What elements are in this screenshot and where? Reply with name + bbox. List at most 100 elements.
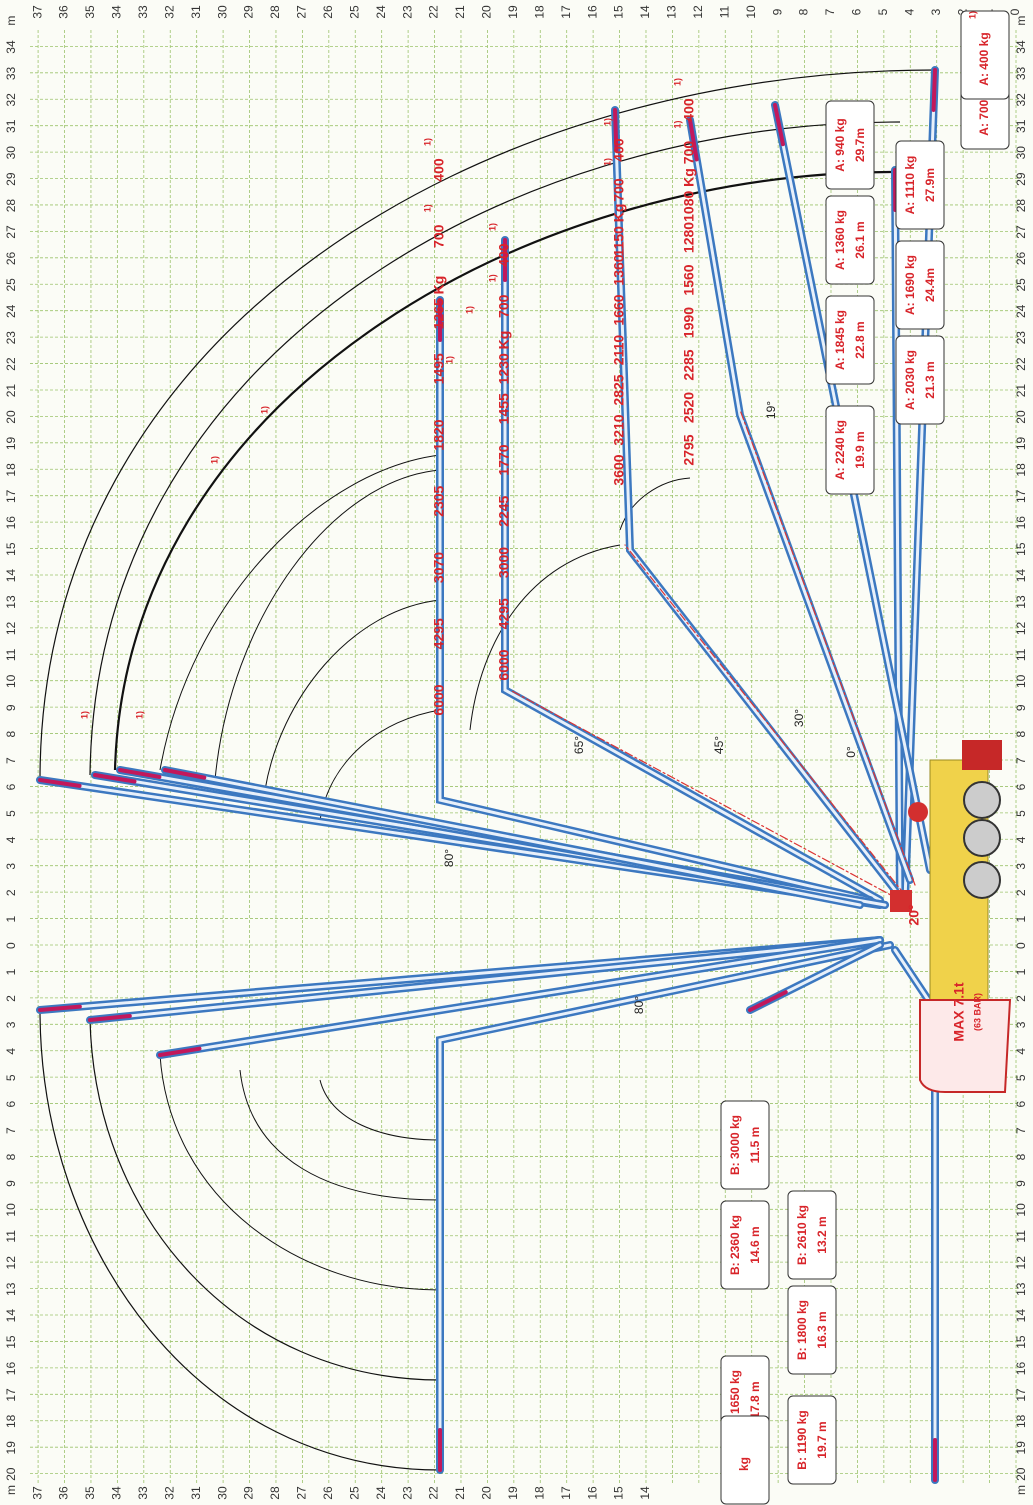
- load-value: 2520: [681, 392, 697, 423]
- footnote: 1): [672, 78, 682, 86]
- reach-tick: 12: [4, 1256, 18, 1270]
- load-value: 1660: [611, 294, 627, 325]
- reach-tick: 5: [1014, 1074, 1028, 1081]
- footnote: 1): [487, 223, 497, 231]
- reach-tick: 9: [1014, 1180, 1028, 1187]
- load-value: 2110: [611, 335, 627, 366]
- height-tick: 11: [717, 5, 731, 18]
- reach-tick: 22: [1014, 357, 1028, 371]
- height-tick: 4: [902, 8, 916, 15]
- boom-tip: [773, 103, 785, 147]
- height-tick: 8: [797, 8, 811, 15]
- load-box: [787, 1190, 837, 1280]
- height-tick: 20: [480, 5, 494, 19]
- boom-tip: [163, 768, 207, 780]
- lift-line: [624, 544, 906, 896]
- load-value: 6000: [496, 649, 512, 680]
- footnote: 1): [444, 356, 454, 364]
- box-load: A: 1690 kg: [903, 255, 917, 315]
- load-value: 2795: [681, 434, 697, 465]
- reach-tick: 33: [4, 66, 18, 80]
- load-value: 2825: [611, 374, 627, 405]
- boom-inner: [163, 768, 862, 907]
- reach-tick: 9: [4, 704, 18, 711]
- boom-inner: [503, 238, 882, 902]
- reach-tick: 28: [4, 199, 18, 213]
- height-tick: 24: [374, 1486, 388, 1500]
- load-value: 3000: [496, 547, 512, 578]
- load-value: 1495: [431, 353, 447, 384]
- reach-tick: 8: [4, 731, 18, 738]
- box-load: A: 2240 kg: [833, 420, 847, 480]
- load-box: [720, 1100, 770, 1190]
- reach-tick: 6: [1014, 783, 1028, 790]
- reach-tick: 28: [1014, 199, 1028, 213]
- box-reach: 14.6 m: [748, 1226, 762, 1263]
- reach-tick: 2: [1014, 995, 1028, 1002]
- height-tick: 21: [453, 1486, 467, 1500]
- reach-tick: 29: [4, 172, 18, 186]
- grid: [30, 30, 1020, 1485]
- load-box: [960, 10, 1010, 100]
- height-tick: 19: [506, 1486, 520, 1500]
- box-reach: 24.4m: [923, 268, 937, 302]
- reach-tick: 9: [4, 1180, 18, 1187]
- load-box: [825, 405, 875, 495]
- max-load: MAX 7.1t: [951, 982, 967, 1041]
- reach-tick: 14: [1014, 569, 1028, 583]
- box-load: B: 1190 kg: [795, 1410, 809, 1469]
- box-load: A: 1110 kg: [903, 156, 917, 215]
- reach-tick: 27: [1014, 225, 1028, 239]
- height-tick: 9: [770, 8, 784, 15]
- reach-tick: 7: [1014, 757, 1028, 764]
- reach-tick: 16: [1014, 516, 1028, 530]
- reach-tick: 9: [1014, 704, 1028, 711]
- load-value: 1360: [611, 254, 627, 285]
- load-value: 1560: [681, 264, 697, 295]
- load-value: 4295: [496, 598, 512, 629]
- reach-tick: 3: [4, 1021, 18, 1028]
- height-tick: 19: [506, 5, 520, 19]
- height-tick: 17: [559, 1486, 573, 1500]
- load-value: 700: [431, 224, 447, 248]
- reach-tick: 20: [4, 410, 18, 424]
- load-value: 1080 Kg: [681, 168, 697, 222]
- reach-tick: 24: [1014, 304, 1028, 318]
- height-tick: 17: [559, 5, 573, 19]
- height-tick: 20: [480, 1486, 494, 1500]
- footnote: 1): [602, 158, 612, 166]
- load-value: 1990: [681, 307, 697, 338]
- reach-tick: 14: [1014, 1309, 1028, 1323]
- reach-tick: 10: [4, 1203, 18, 1217]
- reach-tick: 4: [1014, 1048, 1028, 1055]
- load-box: [895, 140, 945, 230]
- reach-tick: 30: [4, 146, 18, 160]
- footnote: 1): [422, 138, 432, 146]
- reach-tick: 15: [1014, 1335, 1028, 1349]
- load-value: 400: [681, 98, 697, 122]
- height-tick: 18: [532, 1486, 546, 1500]
- reach-tick: 17: [4, 1388, 18, 1402]
- height-tick: 27: [295, 5, 309, 19]
- reach-tick: 19: [1014, 436, 1028, 450]
- reach-tick: 21: [4, 384, 18, 398]
- load-box: [720, 1415, 770, 1505]
- height-tick: 0: [1008, 8, 1022, 15]
- reach-tick: m: [4, 1485, 18, 1495]
- box-reach: 11.5 m: [748, 1127, 762, 1164]
- height-tick: 34: [110, 1486, 124, 1500]
- reach-tick: 13: [1014, 1282, 1028, 1296]
- box-load: A: 1360 kg: [833, 210, 847, 270]
- reach-tick: 12: [1014, 1256, 1028, 1270]
- reach-tick: 25: [4, 278, 18, 292]
- footnote: 1): [259, 406, 269, 414]
- reach-tick: 34: [1014, 40, 1028, 54]
- load-value: 700: [611, 178, 627, 202]
- box-reach: 19.9 m: [853, 431, 867, 468]
- reach-tick: 6: [1014, 1101, 1028, 1108]
- wheel: [963, 819, 1001, 857]
- height-tick: 28: [268, 1486, 282, 1500]
- load-value: 400: [496, 243, 512, 267]
- reach-tick: 15: [4, 1335, 18, 1349]
- box-load: B: 2610 kg: [795, 1205, 809, 1265]
